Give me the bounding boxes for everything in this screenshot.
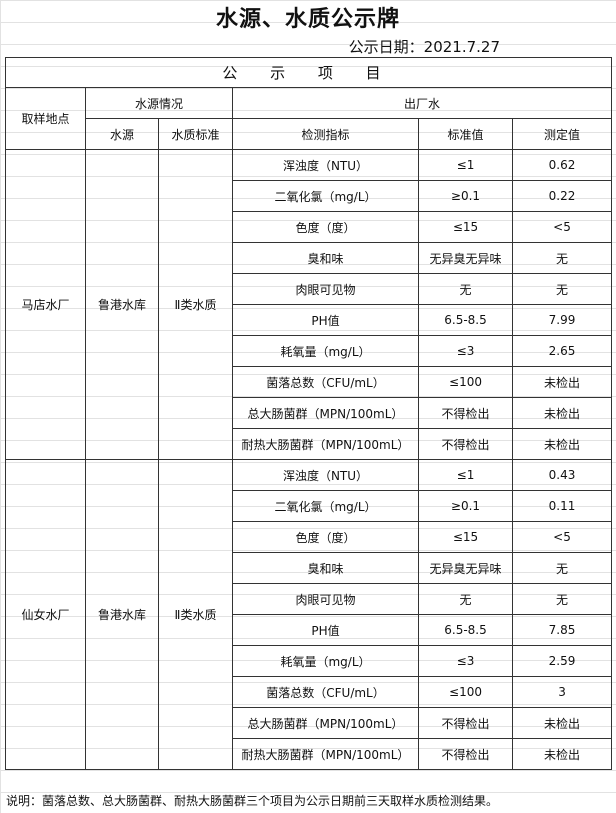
table-row: PH值 6.5-8.5 7.99 — [6, 304, 613, 336]
indicator-cell: 总大肠菌群（MPN/100mL） — [232, 707, 419, 739]
quality-standard: Ⅱ类水质 — [158, 459, 233, 770]
measured-value-cell: 0.22 — [511, 180, 613, 212]
indicator-cell: 色度（度） — [232, 211, 419, 243]
indicator-cell: 耐热大肠菌群（MPN/100mL） — [232, 738, 419, 770]
measured-value-cell: 2.65 — [511, 335, 613, 367]
standard-value-cell: ≤100 — [418, 676, 513, 708]
header-indicator: 检测指标 — [232, 118, 419, 150]
table-row: 菌落总数（CFU/mL） ≤100 未检出 — [6, 366, 613, 398]
measured-value-cell: 0.11 — [511, 490, 613, 522]
standard-value-cell: ≤100 — [418, 366, 513, 398]
standard-value-cell: 无异臭无异味 — [418, 242, 513, 274]
table-row: 臭和味 无异臭无异味无 — [6, 552, 613, 584]
measured-value-cell: 未检出 — [511, 738, 613, 770]
measured-value-cell: 未检出 — [511, 366, 613, 398]
header-standard: 标准值 — [418, 118, 513, 150]
header-outlet: 出厂水 — [231, 87, 613, 119]
standard-value-cell: ≤1 — [418, 459, 513, 491]
measured-value-cell: 0.43 — [511, 459, 613, 491]
indicator-cell: 色度（度） — [232, 521, 419, 553]
measured-value-cell: 0.62 — [511, 149, 613, 181]
indicator-cell: 肉眼可见物 — [232, 583, 419, 615]
standard-value-cell: 不得检出 — [418, 397, 513, 429]
measured-value-cell: 无 — [511, 552, 613, 584]
measured-value-cell: <5 — [511, 211, 613, 243]
standard-value-cell: 6.5-8.5 — [418, 614, 513, 646]
standard-value-cell: ≥0.1 — [418, 180, 513, 212]
measured-value-cell: 2.59 — [511, 645, 613, 677]
standard-value-cell: 无 — [418, 583, 513, 615]
standard-value-cell: 不得检出 — [418, 738, 513, 770]
table-row: 马店水厂 鲁港水库 Ⅱ类水质 浑浊度（NTU） ≤1 0.62 — [5, 149, 613, 460]
header-source: 水源 — [85, 118, 159, 150]
indicator-cell: 浑浊度（NTU） — [232, 149, 419, 181]
indicator-cell: 臭和味 — [232, 552, 419, 584]
standard-value-cell: ≥0.1 — [418, 490, 513, 522]
table-row: 肉眼可见物无无 — [6, 583, 613, 615]
indicator-cell: 臭和味 — [232, 242, 419, 274]
table-row: 耐热大肠菌群（MPN/100mL） 不得检出 未检出 — [6, 738, 613, 770]
indicator-cell: 总大肠菌群（MPN/100mL） — [232, 397, 419, 429]
standard-value-cell: 无 — [418, 273, 513, 305]
indicator-cell: 耗氧量（mg/L） — [232, 335, 419, 367]
quality-standard: Ⅱ类水质 — [158, 149, 233, 460]
table-row: 耗氧量（mg/L） ≤3 2.59 — [6, 645, 613, 677]
publish-date: 公示日期：2021.7.27 — [348, 38, 500, 56]
header-measured: 测定值 — [511, 118, 613, 150]
table-row: PH值 6.5-8.5 7.85 — [6, 614, 613, 646]
measured-value-cell: 未检出 — [511, 428, 613, 460]
standard-value-cell: ≤3 — [418, 645, 513, 677]
standard-value-cell: 无异臭无异味 — [418, 552, 513, 584]
table-row: 总大肠菌群（MPN/100mL） 不得检出 未检出 — [6, 397, 613, 429]
measured-value-cell: 未检出 — [511, 707, 613, 739]
indicator-cell: 菌落总数（CFU/mL） — [232, 366, 419, 398]
indicator-cell: 耐热大肠菌群（MPN/100mL） — [232, 428, 419, 460]
sampling-site: 马店水厂 — [5, 149, 86, 460]
table-row: 色度（度） ≤15 <5 — [6, 521, 613, 553]
table-row: 二氧化氯（mg/L） ≥0.1 0.22 — [6, 180, 613, 212]
measured-value-cell: 7.99 — [511, 304, 613, 336]
measured-value-cell: 无 — [511, 273, 613, 305]
standard-value-cell: ≤1 — [418, 149, 513, 181]
sampling-site: 仙女水厂 — [5, 459, 86, 770]
header-quality-std: 水质标准 — [158, 118, 233, 150]
water-quality-table: 公 示 项 目 取样地点 水源情况 出厂水 水源 水质标准 检测指标 标准值 测定值 马店水… — [4, 57, 613, 770]
indicator-cell: 浑浊度（NTU） — [232, 459, 419, 491]
measured-value-cell: 无 — [511, 583, 613, 615]
standard-value-cell: ≤15 — [418, 211, 513, 243]
table-row: 肉眼可见物无无 — [6, 273, 613, 305]
measured-value-cell: 3 — [511, 676, 613, 708]
measured-value-cell: 无 — [511, 242, 613, 274]
indicator-cell: PH值 — [232, 614, 419, 646]
standard-value-cell: ≤3 — [418, 335, 513, 367]
indicator-cell: 二氧化氯（mg/L） — [232, 180, 419, 212]
standard-value-cell: 不得检出 — [418, 707, 513, 739]
header-source-info: 水源情况 — [85, 87, 233, 119]
page-title: 水源、水质公示牌 — [215, 7, 400, 32]
table-row: 耗氧量（mg/L） ≤3 2.65 — [6, 335, 613, 367]
indicator-cell: 二氧化氯（mg/L） — [232, 490, 419, 522]
measured-value-cell: 未检出 — [511, 397, 613, 429]
water-source: 鲁港水库 — [85, 459, 159, 770]
water-source: 鲁港水库 — [85, 149, 159, 460]
standard-value-cell: 6.5-8.5 — [418, 304, 513, 336]
table-row: 仙女水厂 鲁港水库 Ⅱ类水质 浑浊度（NTU） ≤1 0.43 — [5, 459, 613, 770]
section-header: 公 示 项 目 — [4, 57, 613, 88]
table-row: 臭和味 无异臭无异味无 — [6, 242, 613, 274]
table-row: 总大肠菌群（MPN/100mL） 不得检出 未检出 — [6, 707, 613, 739]
indicator-cell: PH值 — [232, 304, 419, 336]
measured-value-cell: 7.85 — [511, 614, 613, 646]
indicator-cell: 菌落总数（CFU/mL） — [232, 676, 419, 708]
standard-value-cell: ≤15 — [418, 521, 513, 553]
measured-value-cell: <5 — [511, 521, 613, 553]
indicator-cell: 耗氧量（mg/L） — [232, 645, 419, 677]
standard-value-cell: 不得检出 — [418, 428, 513, 460]
indicator-cell: 肉眼可见物 — [232, 273, 419, 305]
header-site: 取样地点 — [5, 87, 86, 150]
footnote: 说明：菌落总数、总大肠菌群、耐热大肠菌群三个项目为公示日期前三天取样水质检测结果… — [6, 794, 499, 808]
